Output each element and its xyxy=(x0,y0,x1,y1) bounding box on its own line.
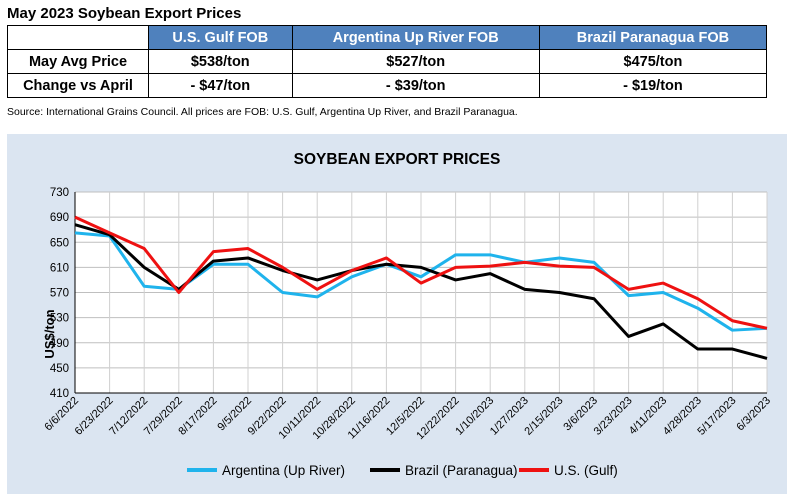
y-tick-label: 570 xyxy=(50,288,69,300)
table-row: Change vs April - $47/ton - $39/ton - $1… xyxy=(7,73,768,98)
table-cell: - $19/ton xyxy=(538,73,768,98)
table-cell: $538/ton xyxy=(148,49,293,74)
table-header-cell: Argentina Up River FOB xyxy=(291,25,540,50)
legend-label: U.S. (Gulf) xyxy=(554,463,618,478)
table-cell: - $39/ton xyxy=(291,73,540,98)
legend-label: Brazil (Paranagua) xyxy=(405,463,518,478)
table-cell: $475/ton xyxy=(538,49,768,74)
table-header-cell: U.S. Gulf FOB xyxy=(148,25,293,50)
table-row: May Avg Price $538/ton $527/ton $475/ton xyxy=(7,49,768,74)
table-cell: - $47/ton xyxy=(148,73,293,98)
table-cell: $527/ton xyxy=(291,49,540,74)
y-tick-label: 410 xyxy=(50,388,69,400)
source-note: Source: International Grains Council. Al… xyxy=(7,106,518,118)
table-row-label: Change vs April xyxy=(7,73,149,98)
y-tick-label: 490 xyxy=(50,338,69,350)
y-tick-label: 650 xyxy=(50,237,69,249)
y-tick-label: 690 xyxy=(50,212,69,224)
page-title: May 2023 Soybean Export Prices xyxy=(7,5,242,22)
table-header-blank xyxy=(7,25,149,50)
x-tick-label: 6/3/2023 xyxy=(734,395,773,434)
line-chart: 4104504905305706106506907306/6/20226/23/… xyxy=(42,187,773,478)
y-tick-label: 450 xyxy=(50,363,69,375)
y-tick-label: 530 xyxy=(50,313,69,325)
price-table: U.S. Gulf FOB Argentina Up River FOB Bra… xyxy=(7,25,768,98)
table-header-row: U.S. Gulf FOB Argentina Up River FOB Bra… xyxy=(7,25,768,50)
chart-title: SOYBEAN EXPORT PRICES xyxy=(293,151,501,168)
table-header-cell: Brazil Paranagua FOB xyxy=(538,25,768,50)
chart-panel: SOYBEAN EXPORT PRICES US$/ton 410 450 490 5… xyxy=(7,134,787,494)
series-line xyxy=(74,215,768,330)
legend-label: Argentina (Up River) xyxy=(222,463,345,478)
y-tick-label: 730 xyxy=(50,187,69,199)
table-row-label: May Avg Price xyxy=(7,49,149,74)
y-tick-label: 610 xyxy=(50,262,69,274)
